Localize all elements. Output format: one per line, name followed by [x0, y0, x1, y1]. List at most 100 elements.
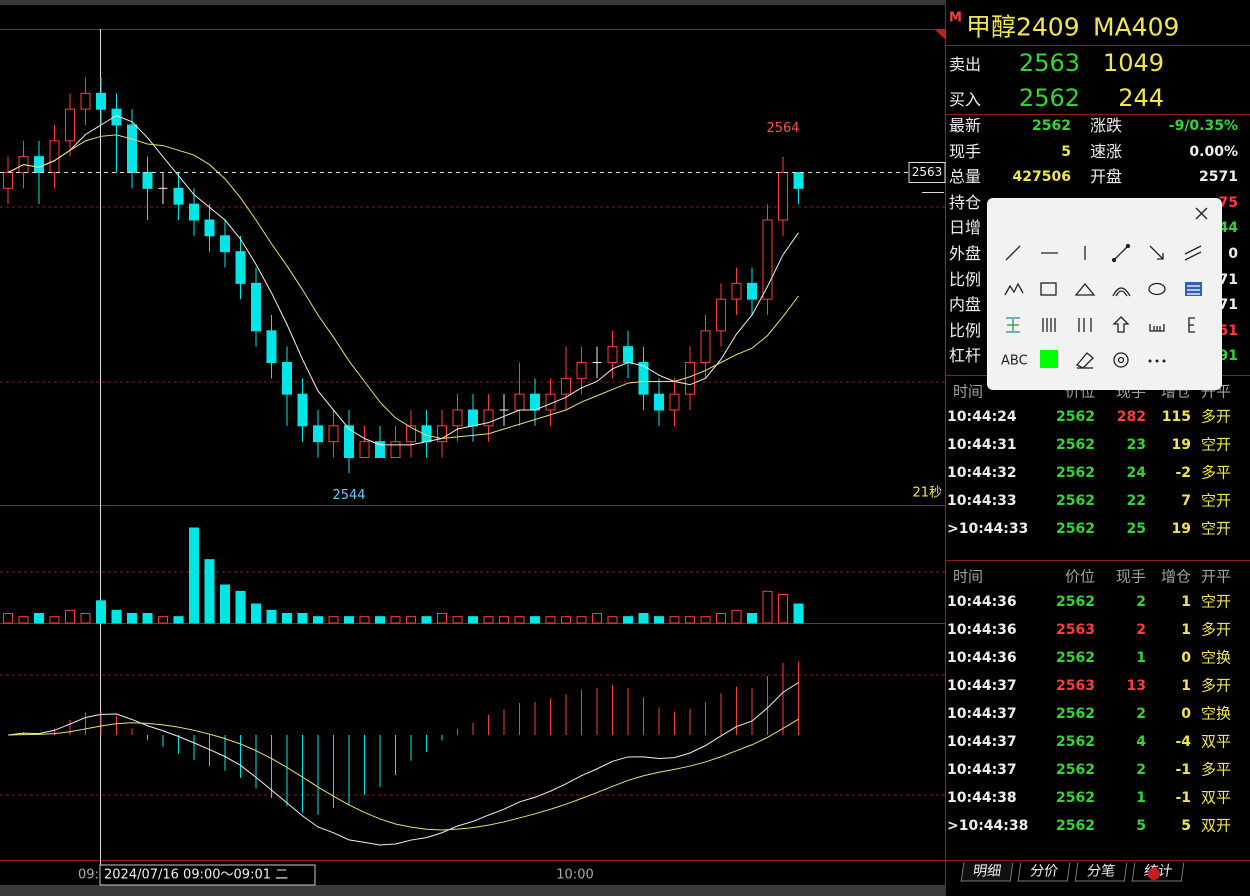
- trade-price: 2563: [1056, 622, 1095, 638]
- stat-label: 现手: [949, 141, 982, 161]
- close-button[interactable]: [1195, 207, 1208, 220]
- volume-bar: [204, 559, 215, 624]
- trade-oi: 5: [1181, 818, 1191, 834]
- divider: [946, 114, 1250, 115]
- volume-bar: [297, 613, 308, 624]
- top-bar: [0, 0, 946, 5]
- trade-type: 空换: [1201, 648, 1232, 667]
- tool-settings[interactable]: [1113, 352, 1129, 368]
- trade-volume: 282: [1116, 409, 1146, 425]
- quote-price: 2562: [1018, 84, 1080, 112]
- tool-time[interactable]: [1078, 318, 1092, 332]
- tab[interactable]: 明细: [960, 862, 1014, 882]
- stat-label: 涨跌: [1090, 116, 1123, 135]
- candle-body: [127, 124, 137, 173]
- trade-volume: 23: [1126, 437, 1146, 453]
- tool-wave[interactable]: [1004, 282, 1024, 296]
- tool-color[interactable]: [1040, 350, 1058, 368]
- volume-bar: [65, 609, 75, 624]
- candle-body: [685, 362, 695, 395]
- candle-body: [654, 393, 664, 411]
- volume-bar: [716, 613, 726, 624]
- trade-oi: -2: [1175, 465, 1191, 481]
- volume-bar: [685, 616, 695, 624]
- instrument-code: MA409: [1093, 12, 1180, 42]
- trade-oi: 7: [1181, 493, 1191, 509]
- candle-body: [282, 362, 292, 395]
- volume-bar: [189, 527, 199, 624]
- high-label: 2564: [766, 121, 799, 136]
- trade-volume: 2: [1136, 622, 1146, 638]
- candle-body: [328, 425, 339, 443]
- trade-type: 双平: [1201, 732, 1232, 751]
- stat-label: 杠杆: [949, 346, 982, 366]
- tab[interactable]: 分笔: [1074, 862, 1128, 882]
- stat-value: 44: [1218, 220, 1238, 237]
- trade-time: 10:44:36: [947, 650, 1017, 666]
- tool-segment[interactable]: [1111, 243, 1131, 263]
- frame: [0, 5, 946, 885]
- divider: [946, 860, 1250, 861]
- column-header: 时间: [953, 382, 984, 401]
- candle-body: [716, 298, 726, 332]
- tool-ruler[interactable]: [1149, 324, 1165, 332]
- tool-arrow[interactable]: [1149, 245, 1164, 260]
- ma10-line: [7, 134, 799, 440]
- candle-body: [731, 282, 742, 300]
- trade-volume: 1: [1136, 650, 1146, 666]
- tab[interactable]: 分价: [1017, 862, 1071, 882]
- trade-oi: 1: [1181, 678, 1191, 694]
- volume-bar: [421, 616, 432, 624]
- volume-bar: [328, 616, 339, 624]
- volume-bar: [111, 609, 122, 624]
- stat-value: 0: [1228, 246, 1238, 262]
- volume-bar: [220, 584, 230, 624]
- tool-eraser[interactable]: [1075, 352, 1094, 369]
- trade-volume: 2: [1136, 706, 1146, 722]
- time-mid: 10:00: [556, 868, 593, 883]
- last-price-label: 2563: [912, 165, 943, 179]
- tool-parallel[interactable]: [1184, 245, 1202, 261]
- volume-bar: [96, 600, 106, 624]
- tool-up-arrow[interactable]: [1112, 316, 1130, 333]
- volume-bar: [638, 613, 649, 624]
- tool-e[interactable]: [1188, 317, 1195, 333]
- candle-body: [530, 393, 540, 411]
- candle-body: [468, 409, 478, 427]
- macd-dea: [7, 718, 799, 831]
- tool-text[interactable]: ABC: [1001, 353, 1028, 369]
- volume-bar: [313, 616, 323, 624]
- candle-body: [561, 377, 571, 395]
- volume-bar: [762, 590, 773, 624]
- tool-arc[interactable]: [1112, 287, 1131, 297]
- column-header: 开平: [1201, 567, 1232, 586]
- tool-fib[interactable]: [1185, 282, 1202, 296]
- time-left: 09:: [78, 868, 99, 883]
- tool-triangle[interactable]: [1074, 282, 1096, 296]
- volume-bar: [530, 616, 540, 624]
- stat-label: 总量: [949, 167, 982, 187]
- volume-bar: [623, 616, 633, 624]
- volume-bar: [406, 616, 416, 624]
- trade-price: 2562: [1056, 437, 1095, 453]
- trade-type: 空开: [1201, 592, 1232, 611]
- tool-more[interactable]: [1148, 359, 1166, 363]
- volume-bar: [34, 613, 44, 624]
- candle-body: [452, 409, 463, 427]
- tool-range[interactable]: [1006, 317, 1020, 333]
- trade-volume: 24: [1126, 465, 1146, 481]
- tool-line[interactable]: [1005, 245, 1021, 261]
- volume-bar: [390, 616, 401, 624]
- tool-rect[interactable]: [1040, 282, 1057, 296]
- tool-ellipse[interactable]: [1148, 282, 1166, 296]
- volume-bar: [576, 616, 587, 624]
- macd-dif: [7, 682, 799, 846]
- stat-value: 51: [1218, 322, 1238, 339]
- trade-oi: -4: [1175, 734, 1191, 750]
- stat-label: 外盘: [949, 244, 982, 263]
- candle-body: [266, 330, 277, 364]
- candle-body: [638, 362, 649, 395]
- trade-oi: 19: [1171, 437, 1191, 453]
- tool-cycle[interactable]: [1042, 318, 1056, 332]
